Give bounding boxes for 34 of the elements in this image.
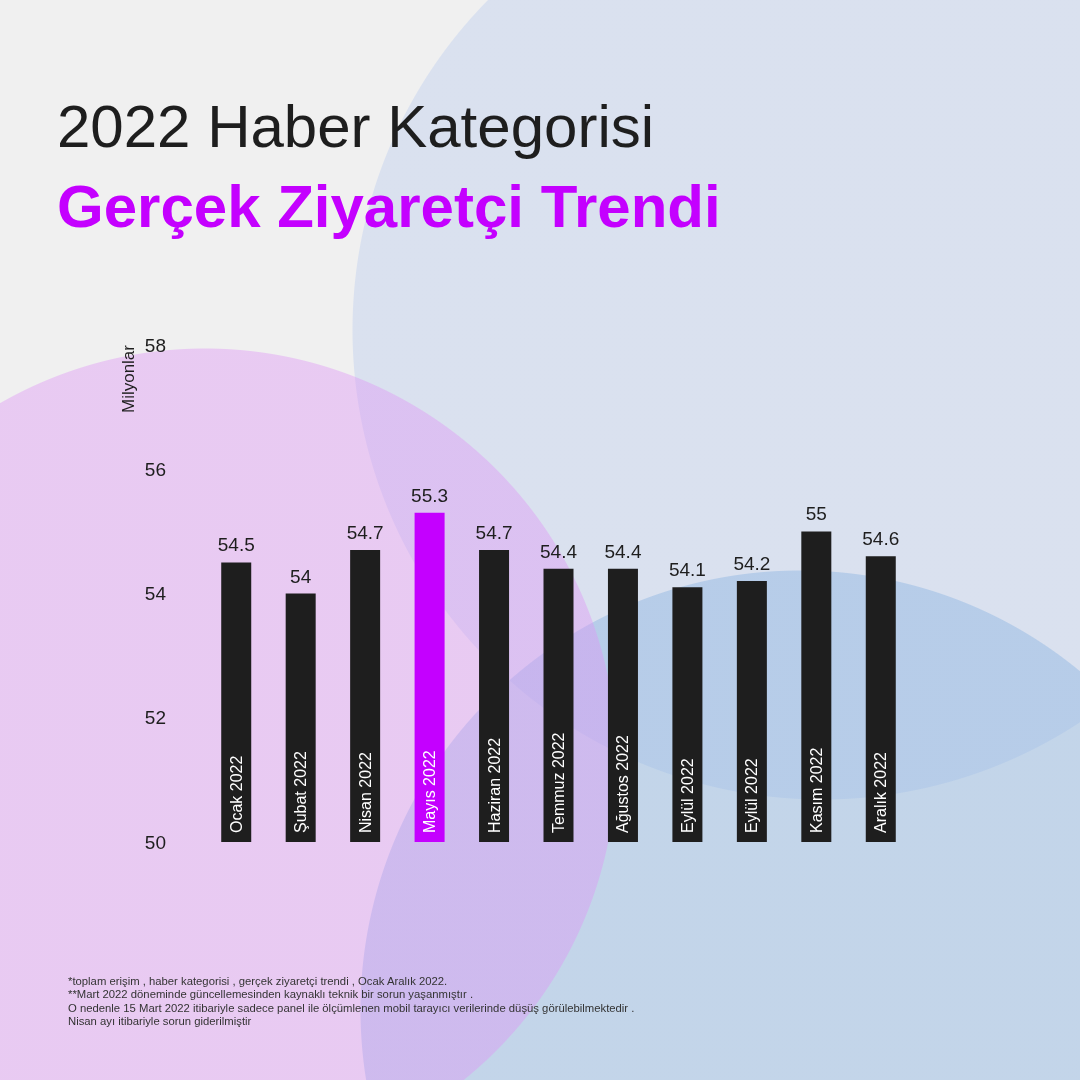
text: **Mart 2022 döneminde güncellemesinden kaynaklı teknik bir sorun yaşanmıştır . (68, 988, 474, 1000)
y-tick-label: 50 (144, 831, 166, 853)
chart-title: 2022 Haber Kategorisi (57, 92, 655, 160)
data-label: 54.1 (668, 559, 706, 581)
x-tick-label: Ocak 2022 (227, 755, 245, 833)
data-label: 54.6 (862, 528, 900, 550)
y-tick-label: 58 (144, 334, 166, 356)
data-label: 54.2 (733, 553, 771, 575)
data-label: 54.4 (540, 540, 578, 562)
x-tick-label: Ağustos 2022 (614, 735, 632, 833)
x-tick-label: Kasım 2022 (807, 747, 825, 833)
x-tick-label: Temmuz 2022 (550, 732, 567, 833)
x-tick-label: Nisan 2022 (356, 751, 374, 833)
data-label: 54.4 (604, 540, 642, 562)
y-axis-title: Milyonlar (118, 344, 138, 414)
data-label: 54.7 (346, 522, 384, 544)
data-label: 54 (290, 565, 312, 587)
chart-subtitle: Gerçek Ziyaretçi Trendi (57, 172, 721, 240)
text: *toplam erişim , haber kategorisi , gerçek ziyaretçi trendi , Ocak Aralık 2022. (68, 974, 448, 987)
x-tick-label: Eylül 2022 (678, 758, 696, 833)
x-tick-label: Mayıs 2022 (421, 750, 439, 833)
x-tick-label: Aralık 2022 (872, 751, 890, 833)
x-tick-label: Haziran 2022 (485, 737, 503, 833)
data-label: 54.7 (475, 522, 513, 544)
y-tick-label: 56 (144, 458, 166, 480)
data-label: 55 (805, 503, 827, 525)
text: Nisan ayı itibariyle sorun giderilmiştir (68, 1015, 252, 1027)
data-label: 54.5 (217, 534, 255, 556)
x-tick-label: Şubat 2022 (292, 751, 310, 833)
x-tick-label: Eylül 2022 (743, 758, 761, 833)
y-tick-label: 52 (144, 707, 166, 729)
y-tick-label: 54 (144, 583, 167, 604)
text: O nedenle 15 Mart 2022 itibariyle sadece panel ile ölçümlenen mobil tarayıcı verilerinde düşüş görülebilmektedir . (68, 1001, 635, 1014)
data-label: 55.3 (411, 484, 449, 506)
